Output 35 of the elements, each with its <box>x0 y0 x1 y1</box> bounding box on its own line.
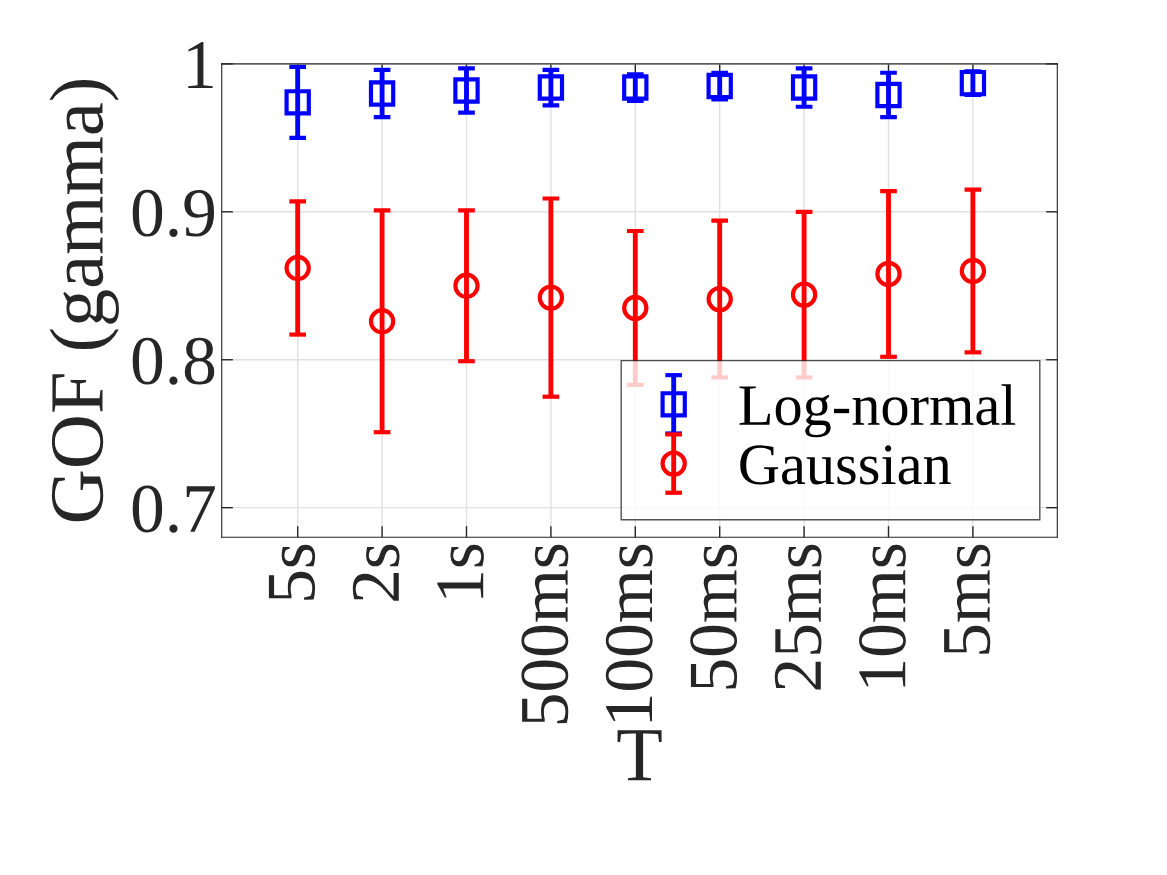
point <box>368 308 396 335</box>
point <box>959 257 987 285</box>
point <box>284 89 311 116</box>
x-tick-label: 5s <box>268 544 316 600</box>
point <box>453 77 480 104</box>
point <box>875 81 902 109</box>
point <box>284 254 311 282</box>
y-axis-title: GOF (gamma) <box>49 80 119 522</box>
y-tick-label: 0.8 <box>132 337 215 385</box>
legend-label: Gaussian <box>740 445 951 485</box>
y-tick-label: 1 <box>188 42 213 88</box>
x-tick-label: 500ms <box>521 544 569 724</box>
point <box>622 294 649 322</box>
x-tick-label: 5ms <box>944 544 991 654</box>
point <box>790 74 818 101</box>
point <box>706 72 733 100</box>
point <box>959 69 987 97</box>
point <box>368 80 396 107</box>
x-tick-label: 100ms <box>605 544 653 722</box>
x-axis-title: T <box>617 730 662 781</box>
x-tick-label: 25ms <box>774 544 822 690</box>
x-tick-label: 1s <box>437 544 484 598</box>
point <box>453 272 480 299</box>
point <box>706 285 733 313</box>
y-tick-label: 0.7 <box>132 485 215 533</box>
x-tick-label: 50ms <box>690 544 738 689</box>
y-tick-label: 0.9 <box>132 189 215 237</box>
point <box>537 74 565 101</box>
point <box>622 74 649 101</box>
point <box>790 281 818 308</box>
point <box>537 284 565 311</box>
point <box>875 260 902 288</box>
x-tick-label: 10ms <box>859 544 906 687</box>
x-tick-label: 2s <box>352 544 400 601</box>
legend-label: Log-normal <box>739 384 1016 438</box>
